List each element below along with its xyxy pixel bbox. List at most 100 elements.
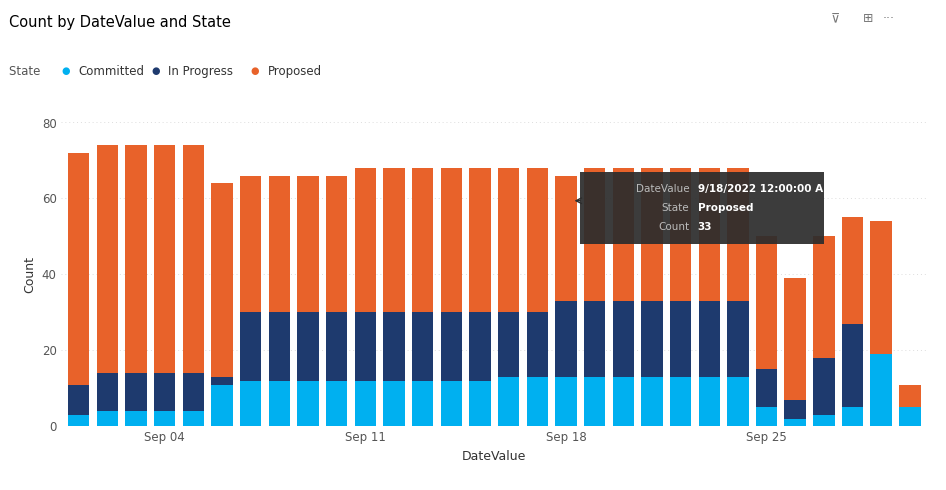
Bar xyxy=(269,381,290,426)
Bar xyxy=(814,415,834,426)
Bar xyxy=(469,168,491,313)
Bar xyxy=(612,301,634,377)
Bar xyxy=(784,278,806,400)
Text: ⊽: ⊽ xyxy=(831,12,840,25)
Bar xyxy=(641,301,663,377)
Bar xyxy=(297,381,319,426)
Bar xyxy=(96,373,118,411)
FancyBboxPatch shape xyxy=(580,172,824,244)
Bar xyxy=(756,407,778,426)
Bar xyxy=(441,168,462,313)
Bar xyxy=(297,313,319,381)
Bar xyxy=(842,324,864,407)
Bar xyxy=(325,175,347,313)
Text: 9/18/2022 12:00:00 AM: 9/18/2022 12:00:00 AM xyxy=(698,184,833,194)
Bar xyxy=(527,168,548,313)
Bar xyxy=(727,301,748,377)
Text: ●: ● xyxy=(61,66,70,76)
Bar xyxy=(584,301,605,377)
Bar xyxy=(555,175,577,301)
Text: Count: Count xyxy=(658,222,690,232)
Text: ···: ··· xyxy=(883,12,895,25)
Bar xyxy=(727,168,748,301)
X-axis label: DateValue: DateValue xyxy=(462,450,527,463)
Text: ⊞: ⊞ xyxy=(863,12,873,25)
Bar xyxy=(870,354,892,426)
Bar xyxy=(870,221,892,354)
Bar xyxy=(240,175,261,313)
Bar xyxy=(240,313,261,381)
Bar xyxy=(211,377,233,385)
Bar xyxy=(68,415,90,426)
Bar xyxy=(584,377,605,426)
Bar xyxy=(154,411,175,426)
Bar xyxy=(297,175,319,313)
Bar xyxy=(154,145,175,373)
Bar xyxy=(325,381,347,426)
Bar xyxy=(698,301,720,377)
Bar xyxy=(527,313,548,377)
Bar xyxy=(469,313,491,381)
Bar xyxy=(784,418,806,426)
Bar xyxy=(584,168,605,301)
Bar xyxy=(240,381,261,426)
Bar xyxy=(756,236,778,369)
Bar xyxy=(670,168,692,301)
Bar xyxy=(183,411,204,426)
Bar xyxy=(814,236,834,358)
Bar xyxy=(441,313,462,381)
Text: In Progress: In Progress xyxy=(168,65,234,77)
Bar xyxy=(784,400,806,418)
Bar xyxy=(814,358,834,415)
Bar xyxy=(211,385,233,426)
Bar xyxy=(355,381,377,426)
Bar xyxy=(269,175,290,313)
Text: DateValue: DateValue xyxy=(636,184,690,194)
Text: Committed: Committed xyxy=(79,65,145,77)
Bar xyxy=(441,381,462,426)
Bar xyxy=(727,377,748,426)
Bar xyxy=(527,377,548,426)
Bar xyxy=(899,407,920,426)
Bar xyxy=(498,313,519,377)
Text: State: State xyxy=(661,203,690,213)
Bar xyxy=(698,377,720,426)
Bar xyxy=(469,381,491,426)
Bar xyxy=(269,313,290,381)
Bar xyxy=(555,301,577,377)
Text: State: State xyxy=(9,65,48,77)
Y-axis label: Count: Count xyxy=(24,256,36,293)
Bar xyxy=(383,168,405,313)
Bar xyxy=(842,407,864,426)
Bar xyxy=(96,411,118,426)
Bar xyxy=(612,168,634,301)
Bar xyxy=(756,369,778,407)
Bar xyxy=(96,145,118,373)
Bar xyxy=(325,313,347,381)
Bar xyxy=(842,218,864,324)
Bar xyxy=(412,168,433,313)
Bar xyxy=(498,168,519,313)
Bar xyxy=(125,145,147,373)
Bar xyxy=(355,313,377,381)
Bar xyxy=(412,313,433,381)
Bar xyxy=(899,385,920,407)
Bar xyxy=(612,377,634,426)
Bar xyxy=(383,381,405,426)
Text: ●: ● xyxy=(251,66,259,76)
Bar xyxy=(211,183,233,377)
Bar xyxy=(670,301,692,377)
Bar xyxy=(68,153,90,385)
Bar xyxy=(383,313,405,381)
Bar xyxy=(68,385,90,415)
Bar xyxy=(670,377,692,426)
Text: 33: 33 xyxy=(698,222,712,232)
Text: Proposed: Proposed xyxy=(698,203,753,213)
Text: ●: ● xyxy=(151,66,160,76)
Bar xyxy=(498,377,519,426)
Bar xyxy=(125,411,147,426)
Bar xyxy=(555,377,577,426)
Bar xyxy=(183,373,204,411)
Bar xyxy=(412,381,433,426)
Bar xyxy=(698,168,720,301)
